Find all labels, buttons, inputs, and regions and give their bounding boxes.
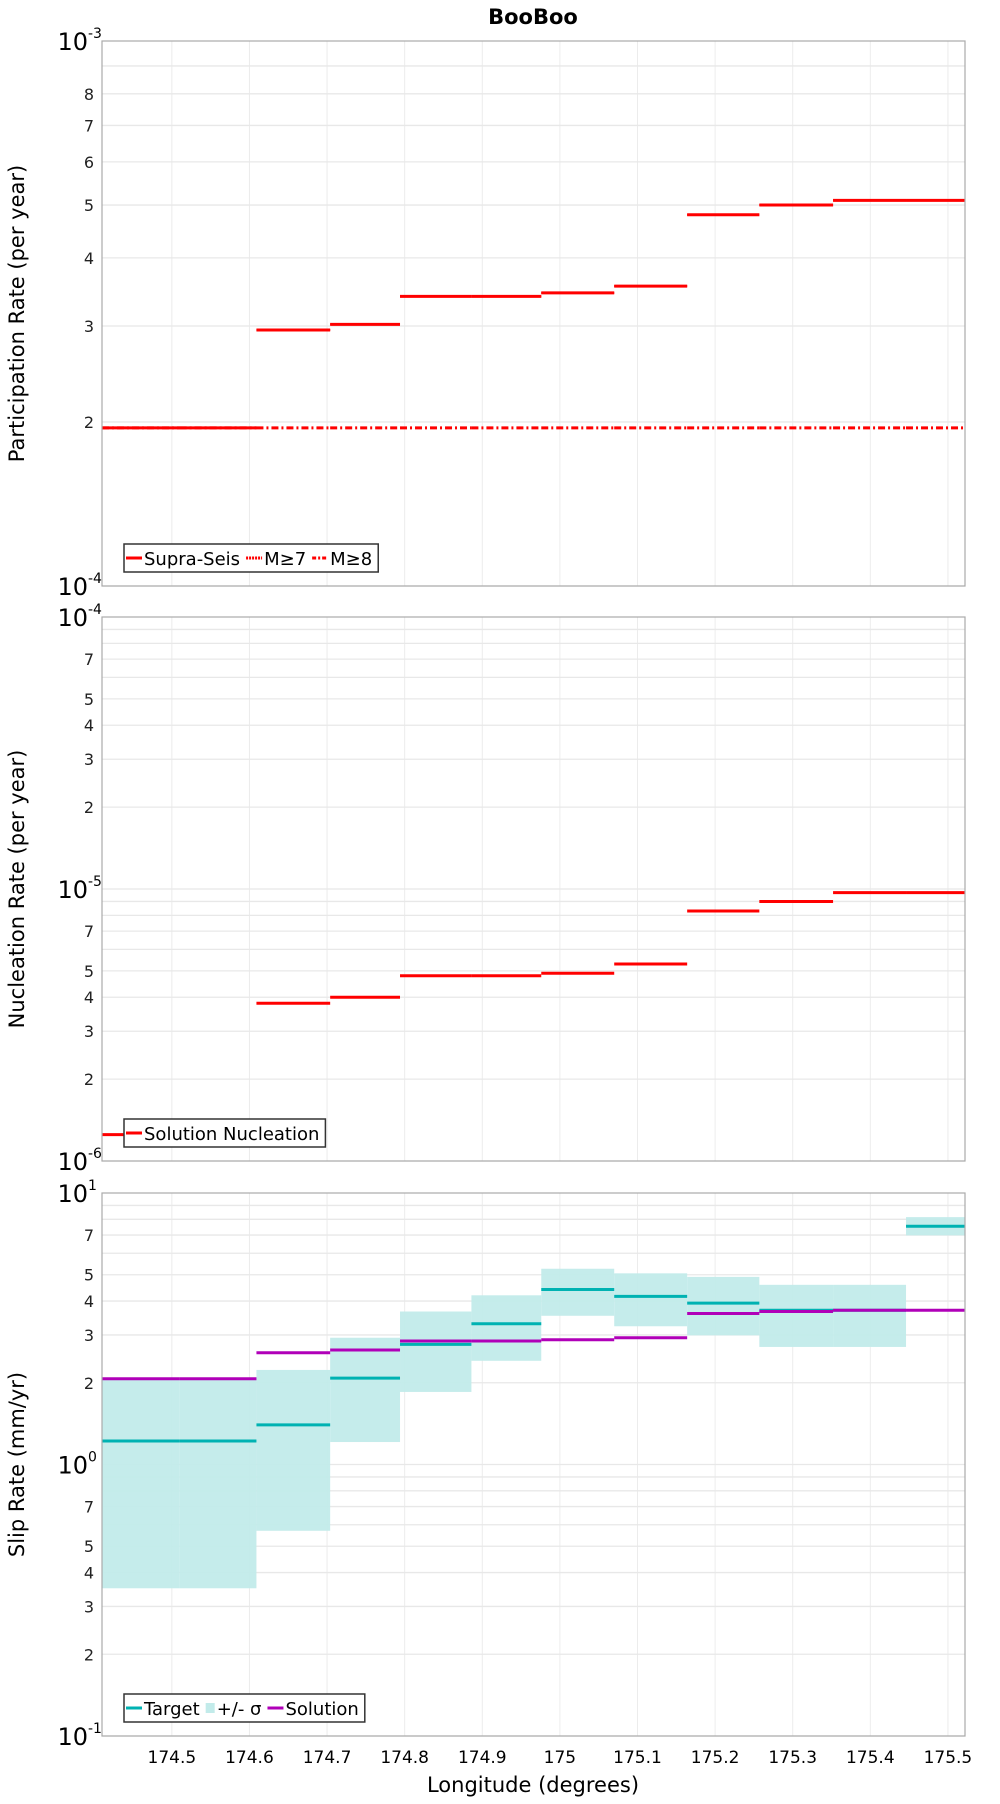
legend-background xyxy=(124,1694,365,1722)
x-tick-label: 174.5 xyxy=(148,1748,197,1768)
plot-border xyxy=(101,1192,966,1737)
legend-label: M≥7 xyxy=(264,549,306,570)
x-axis-label: Longitude (degrees) xyxy=(427,1773,639,1797)
legend-background xyxy=(124,1119,326,1147)
legend-label: Target xyxy=(143,1699,200,1720)
y-tick-label: 4 xyxy=(84,1564,94,1583)
y-tick-label: 3 xyxy=(84,1326,94,1345)
y-tick-label: 5 xyxy=(84,196,94,215)
legend-box xyxy=(123,1693,366,1723)
y-major-tick-label: 10 xyxy=(57,1452,88,1480)
y-tick-label: 5 xyxy=(84,1266,94,1285)
plot-border xyxy=(101,616,966,1162)
x-tick-label: 174.8 xyxy=(380,1748,429,1768)
y-tick-label: 7 xyxy=(84,1498,94,1517)
legend-swatch xyxy=(205,1703,215,1713)
y-tick-label: 4 xyxy=(84,249,94,268)
x-tick-label: 174.7 xyxy=(303,1748,352,1768)
x-tick-label: 175.1 xyxy=(613,1748,662,1768)
sigma-band-segment xyxy=(330,1337,401,1443)
legend: Supra-Seis M≥7 M≥8 xyxy=(123,543,379,573)
plot-area xyxy=(102,41,965,586)
legend-label: Solution Nucleation xyxy=(144,1124,319,1145)
y-tick-label: 2 xyxy=(84,1645,94,1664)
x-tick-label: 175.5 xyxy=(924,1748,973,1768)
legend-label: +/- σ xyxy=(217,1699,262,1720)
y-axis-label: Nucleation Rate (per year) xyxy=(5,750,29,1029)
sigma-band-segment xyxy=(541,1268,615,1316)
y-major-tick-label: 10 xyxy=(57,28,88,56)
y-axis-label: Slip Rate (mm/yr) xyxy=(5,1372,29,1557)
legend-background xyxy=(124,544,379,572)
legend-label: Solution xyxy=(285,1699,358,1720)
y-tick-label: 7 xyxy=(84,1226,94,1245)
y-tick-label: 2 xyxy=(84,413,94,432)
y-tick-label: 4 xyxy=(84,716,94,735)
y-tick-exponent: 0 xyxy=(88,1450,97,1466)
y-tick-label: 3 xyxy=(84,1022,94,1041)
y-tick-label: 3 xyxy=(84,750,94,769)
y-tick-label: 5 xyxy=(84,690,94,709)
chart-title: BooBoo xyxy=(488,5,578,29)
legend-box xyxy=(123,543,379,573)
x-tick-label: 175 xyxy=(544,1748,576,1768)
x-tick-label: 174.6 xyxy=(225,1748,274,1768)
legend: Solution Nucleation xyxy=(123,1118,327,1148)
sigma-band-segment xyxy=(687,1276,760,1336)
sigma-band-segment xyxy=(759,1284,834,1347)
y-axis-label: Participation Rate (per year) xyxy=(5,165,29,462)
y-tick-exponent: -3 xyxy=(88,26,102,42)
y-tick-label: 5 xyxy=(84,962,94,981)
y-tick-label: 7 xyxy=(84,650,94,669)
y-tick-label: 4 xyxy=(84,988,94,1007)
y-major-tick-label: 10 xyxy=(57,1723,88,1751)
y-major-tick-label: 10 xyxy=(57,604,88,632)
y-tick-label: 2 xyxy=(84,1070,94,1089)
sigma-band-segment xyxy=(833,1284,907,1347)
y-tick-exponent: -4 xyxy=(88,602,102,618)
y-tick-label: 7 xyxy=(84,922,94,941)
plot-border xyxy=(101,40,966,587)
sigma-band-segment xyxy=(256,1369,331,1531)
y-tick-exponent: -4 xyxy=(88,571,102,587)
y-major-tick-label: 10 xyxy=(57,1148,88,1176)
y-tick-label: 6 xyxy=(84,153,94,172)
y-tick-exponent: -1 xyxy=(88,1721,102,1737)
x-tick-label: 174.9 xyxy=(458,1748,507,1768)
y-tick-label: 5 xyxy=(84,1537,94,1556)
y-major-tick-label: 10 xyxy=(57,1180,88,1208)
x-tick-label: 175.3 xyxy=(768,1748,817,1768)
y-tick-exponent: -5 xyxy=(88,874,102,890)
legend-label: Supra-Seis xyxy=(144,549,240,570)
y-tick-label: 2 xyxy=(84,1374,94,1393)
legend-label: M≥8 xyxy=(330,549,372,570)
y-tick-label: 4 xyxy=(84,1292,94,1311)
sigma-band-segment xyxy=(102,1378,180,1589)
x-tick-label: 175.2 xyxy=(691,1748,740,1768)
y-tick-label: 8 xyxy=(84,85,94,104)
legend: Target +/- σ Solution xyxy=(123,1693,366,1723)
sigma-band-segment xyxy=(614,1273,688,1327)
sigma-band-segment xyxy=(400,1311,472,1392)
y-tick-label: 3 xyxy=(84,1597,94,1616)
sigma-band-segment xyxy=(179,1378,257,1589)
y-tick-label: 3 xyxy=(84,317,94,336)
sigma-band-segment xyxy=(471,1295,542,1361)
y-tick-exponent: -6 xyxy=(88,1146,102,1162)
y-major-tick-label: 10 xyxy=(57,573,88,601)
x-tick-label: 175.4 xyxy=(846,1748,895,1768)
legend-box xyxy=(123,1118,327,1148)
y-tick-label: 2 xyxy=(84,798,94,817)
y-tick-exponent: 1 xyxy=(88,1178,97,1194)
y-tick-label: 7 xyxy=(84,116,94,135)
y-major-tick-label: 10 xyxy=(57,876,88,904)
